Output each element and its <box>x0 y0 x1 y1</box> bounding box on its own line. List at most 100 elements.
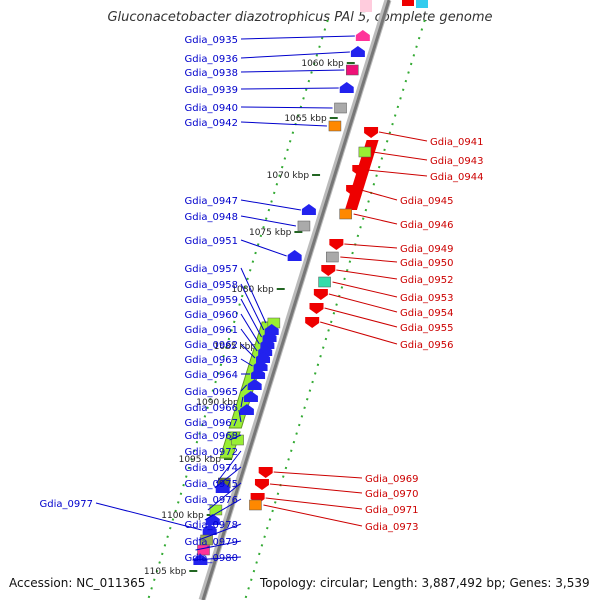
gene-box <box>328 120 342 132</box>
genome-title: Gluconacetobacter diazotrophicus PAl 5, … <box>107 10 493 25</box>
gene-label-reverse: Gdia_0944 <box>430 172 483 183</box>
gene-arrow-forward <box>355 30 370 41</box>
gene-label-reverse: Gdia_0946 <box>400 220 453 231</box>
gene-leader-line <box>240 106 333 109</box>
gene-leader-line <box>214 466 242 489</box>
gene-label-forward: Gdia_0939 <box>185 85 238 96</box>
kbp-tick-label: 1100 kbp <box>161 511 204 521</box>
kbp-tick-label: 1075 kbp <box>249 228 292 238</box>
gene-leader-line <box>195 540 242 551</box>
gene-leader-line <box>240 51 350 59</box>
gene-arrow-reverse <box>321 265 336 276</box>
gene-arrow-forward <box>239 404 254 415</box>
gene-box <box>297 220 311 232</box>
gene-box <box>358 146 372 158</box>
gene-leader-line <box>229 434 242 441</box>
gene-leader-line <box>240 396 244 408</box>
gene-arrow-reverse <box>313 289 328 300</box>
kbp-tick-label: 1090 kbp <box>196 398 239 408</box>
gene-label-forward: Gdia_0961 <box>185 325 238 336</box>
gene-arrow-forward <box>339 82 354 93</box>
gene-label-forward: Gdia_0975 <box>185 479 238 490</box>
gene-arrow-forward <box>251 368 266 379</box>
gene-leader-line <box>269 483 363 494</box>
gene-label-forward: Gdia_0962 <box>185 340 238 351</box>
gene-leader-line <box>240 239 287 257</box>
kbp-tick-label: 1105 kbp <box>144 567 187 577</box>
gene-arrow-forward <box>301 204 316 215</box>
gene-box <box>346 64 359 76</box>
gene-label-reverse: Gdia_0956 <box>400 340 453 351</box>
gene-arrow-forward <box>243 391 258 402</box>
gene-arrow-reverse <box>352 165 367 176</box>
gene-label-reverse: Gdia_0970 <box>365 489 418 500</box>
gene-leader-line <box>240 328 258 352</box>
gene-arrow-reverse <box>329 239 344 250</box>
gene-box <box>339 208 352 220</box>
gene-leader-line <box>273 471 363 479</box>
gene-arrow-reverse <box>364 127 379 138</box>
gene-leader-line <box>240 384 248 392</box>
gene-leader-line <box>240 121 327 127</box>
gene-leader-line <box>340 256 398 263</box>
gene-label-reverse: Gdia_0973 <box>365 522 418 533</box>
gene-leader-line <box>320 321 398 345</box>
gene-label-reverse: Gdia_0949 <box>400 244 453 255</box>
gene-leader-line <box>332 281 398 298</box>
genome-backbone <box>201 0 391 600</box>
gene-label-forward: Gdia_0968 <box>185 431 238 442</box>
gene-leader-line <box>367 169 428 177</box>
gene-leader-line <box>215 450 242 484</box>
gene-label-reverse: Gdia_0941 <box>430 137 483 148</box>
gene-label-forward: Gdia_0936 <box>185 54 238 65</box>
gene-leader-line <box>240 199 301 211</box>
gene-arrow-reverse <box>305 317 320 328</box>
gene-label-forward: Gdia_0948 <box>185 212 238 223</box>
gene-label-reverse: Gdia_0945 <box>400 196 453 207</box>
gene-label-forward: Gdia_0979 <box>185 537 238 548</box>
gene-label-forward: Gdia_0965 <box>185 387 238 398</box>
gene-arrow-reverse <box>346 185 361 196</box>
gene-label-forward: Gdia_0972 <box>185 447 238 458</box>
gene-leader-line <box>204 498 242 521</box>
gene-arrow-forward <box>350 46 365 57</box>
top-gene-box <box>416 0 428 8</box>
gene-leader-line <box>240 215 297 227</box>
gene-label-reverse: Gdia_0954 <box>400 308 453 319</box>
kbp-tick-label: 1065 kbp <box>284 114 327 124</box>
gene-leader-line <box>240 358 253 367</box>
gene-leader-line <box>238 409 242 423</box>
gene-label-reverse: Gdia_0952 <box>400 275 453 286</box>
gene-box <box>318 276 331 288</box>
gene-leader-line <box>263 504 363 527</box>
gene-label-reverse: Gdia_0943 <box>430 156 483 167</box>
gene-leader-line <box>265 497 363 510</box>
gene-label-forward: Gdia_0942 <box>185 118 238 129</box>
gene-leader-line <box>372 151 428 161</box>
gene-box <box>326 251 339 263</box>
gene-arrow-reverse <box>309 303 324 314</box>
gene-leader-line <box>240 35 355 40</box>
gene-label-forward: Gdia_0959 <box>185 295 238 306</box>
gene-leader-line <box>344 243 398 249</box>
gene-label-forward: Gdia_0978 <box>185 520 238 531</box>
gene-label-reverse: Gdia_0955 <box>400 323 453 334</box>
gene-arrow-forward <box>256 352 271 363</box>
gene-box <box>231 434 244 446</box>
gene-arrow-forward <box>202 524 217 535</box>
gene-label-forward: Gdia_0935 <box>185 35 238 46</box>
gene-label-forward: Gdia_0957 <box>185 264 238 275</box>
gene-leader-line <box>324 307 398 328</box>
gene-label-reverse: Gdia_0971 <box>365 505 418 516</box>
top-gene-box <box>360 0 372 12</box>
gene-label-forward: Gdia_0977 <box>40 499 93 510</box>
gene-label-forward: Gdia_0938 <box>185 68 238 79</box>
genome-summary-label: Topology: circular; Length: 3,887,492 bp… <box>260 576 590 590</box>
gene-arrow-reverse <box>254 479 269 490</box>
kbp-tick-label: 1085 kbp <box>214 342 257 352</box>
gene-leader-line <box>198 523 242 541</box>
gene-leader-line <box>240 313 260 345</box>
accession-label: Accession: NC_011365 <box>9 576 146 590</box>
gene-leader-line <box>240 87 339 90</box>
